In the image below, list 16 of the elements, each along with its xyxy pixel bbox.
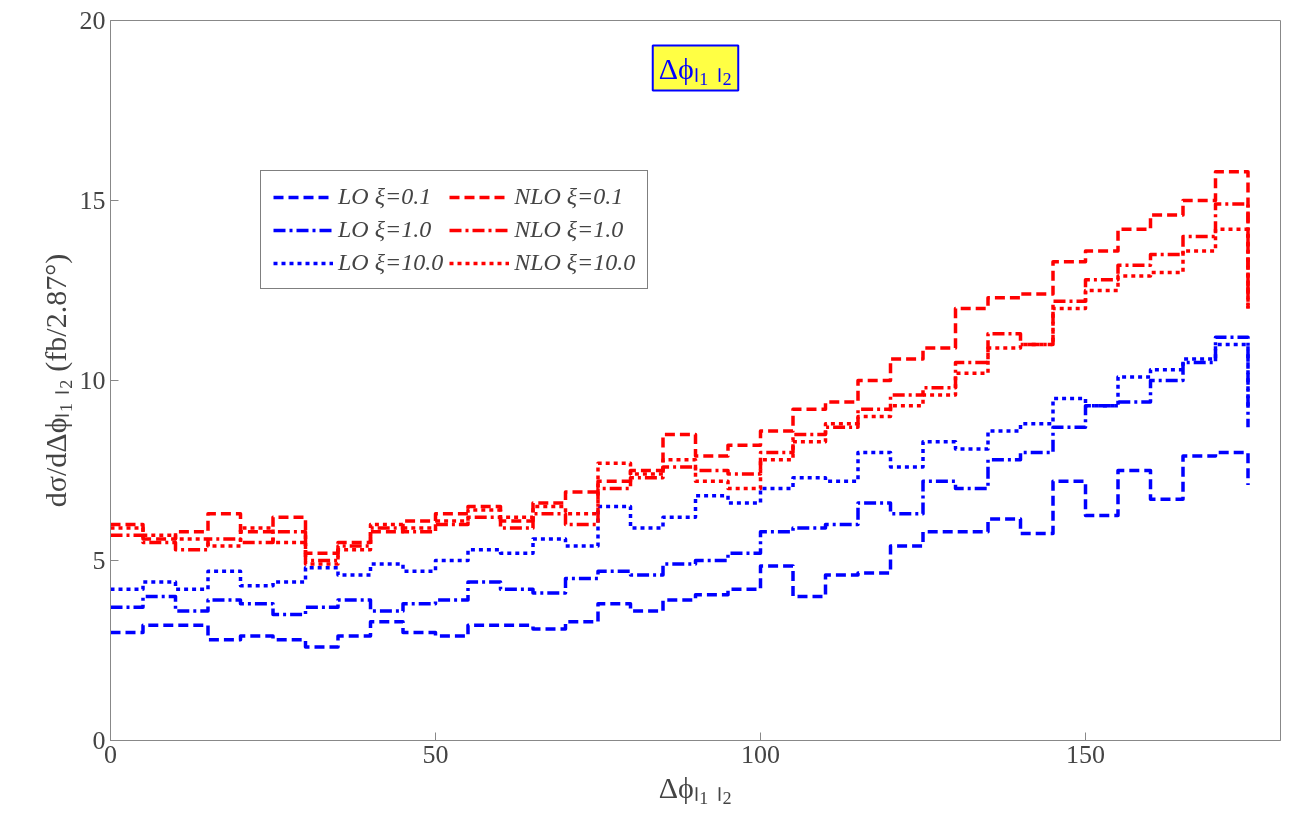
x-tick-label: 150 (1066, 739, 1105, 769)
legend-label: NLO ξ=0.1 (514, 183, 624, 210)
legend-label: LO ξ=0.1 (338, 183, 432, 210)
y-axis-title: dσ/dΔϕₗ₁ ₗ₂ (fb/2.87°) (38, 253, 73, 508)
text: Δϕₗ₁ ₗ₂ (658, 51, 733, 85)
y-tick-label: 10 (79, 366, 106, 395)
x-tick-label: 50 (422, 739, 449, 769)
legend-label: LO ξ=1.0 (338, 216, 432, 243)
legend-label: NLO ξ=10.0 (514, 249, 636, 276)
x-tick-label: 100 (741, 739, 780, 769)
y-tick-label: 5 (92, 546, 106, 575)
legend-label: LO ξ=10.0 (338, 249, 444, 276)
x-axis-title: Δϕₗ₁ ₗ₂ (658, 770, 733, 804)
y-tick-label: 15 (79, 186, 106, 215)
legend-label: NLO ξ=1.0 (514, 216, 624, 243)
y-tick-label: 20 (79, 6, 106, 35)
